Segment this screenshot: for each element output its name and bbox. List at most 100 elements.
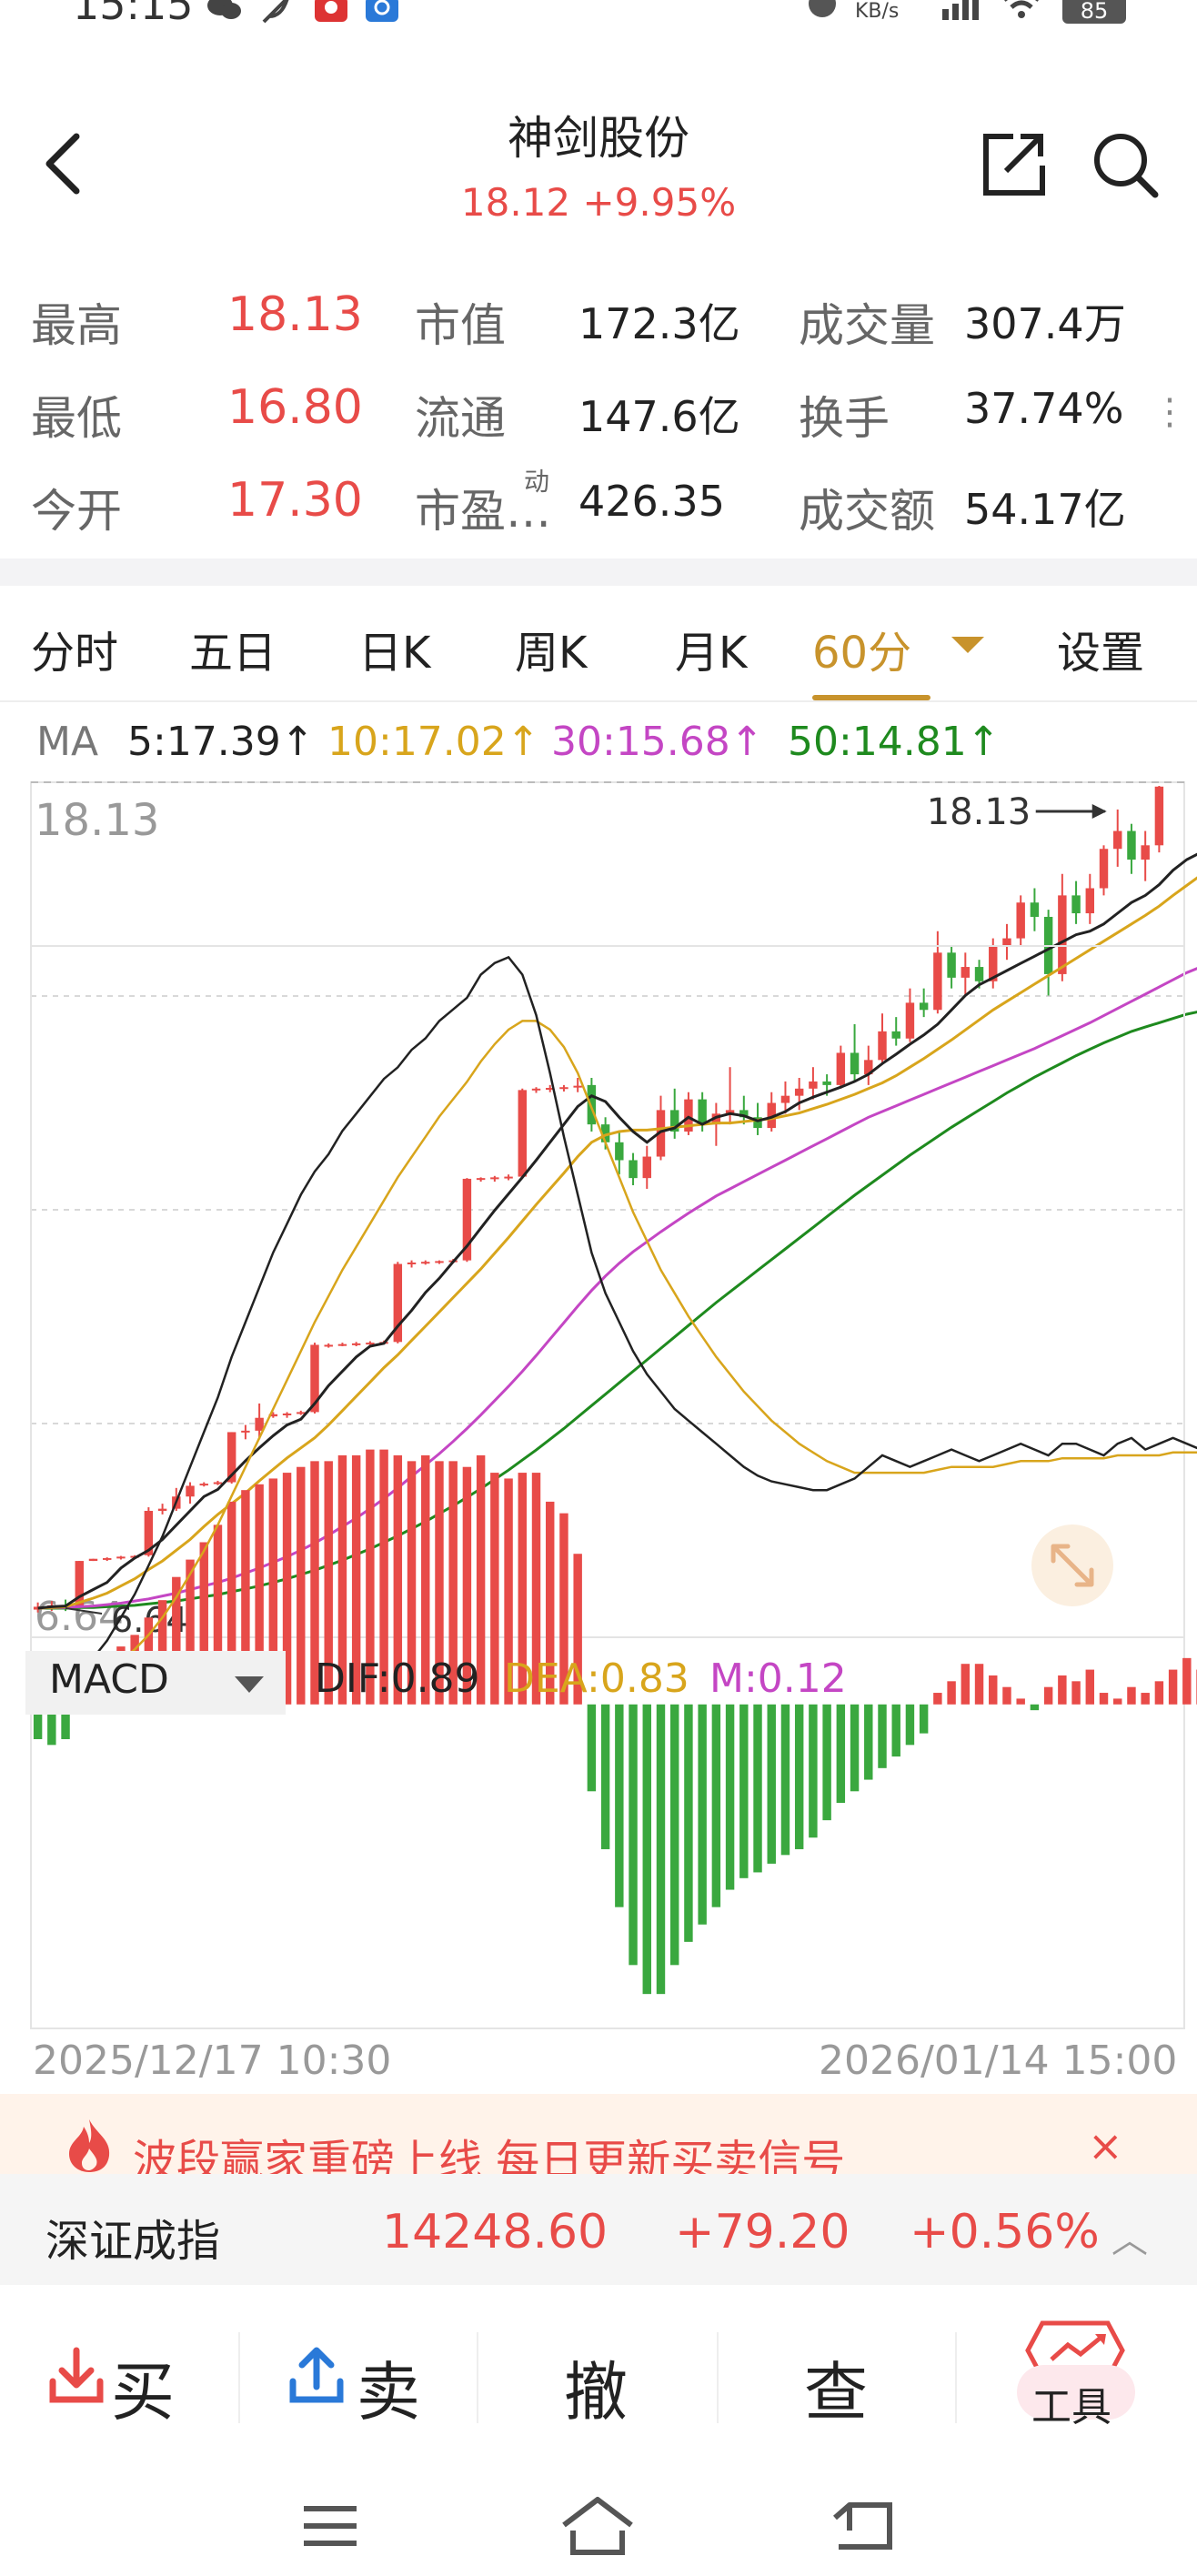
candle-body	[809, 1081, 818, 1089]
candle-body	[1030, 902, 1040, 917]
candle-body	[88, 1558, 98, 1562]
back-button[interactable]	[36, 127, 91, 200]
quote-label: 流通	[415, 392, 506, 445]
macd-histogram-bar	[47, 1704, 56, 1746]
candle-body	[1154, 786, 1164, 846]
tab-1[interactable]: 五日	[189, 628, 277, 679]
macd-histogram-bar	[324, 1461, 333, 1705]
macd-histogram-bar	[587, 1704, 597, 1792]
share-button[interactable]	[977, 127, 1050, 200]
macd-histogram-bar	[669, 1704, 679, 1966]
macd-histogram-bar	[490, 1473, 499, 1705]
index-change-pct: +0.56%	[910, 2205, 1100, 2259]
candle-body	[711, 1113, 721, 1125]
buy-button[interactable]: 买	[111, 2355, 175, 2430]
banner-close-button[interactable]: ×	[1088, 2121, 1123, 2170]
indicator-name: MACD	[49, 1656, 169, 1703]
toolbar-divider	[238, 2332, 240, 2423]
candle-body	[407, 1262, 417, 1264]
buy-download-icon	[49, 2347, 104, 2403]
menu-icon[interactable]	[300, 2503, 360, 2549]
candle-body	[905, 1002, 915, 1039]
candle-body	[864, 1060, 873, 1075]
tab-5[interactable]: 60分	[812, 628, 912, 679]
macd-histogram-bar	[725, 1704, 735, 1890]
candle-body	[919, 1002, 929, 1011]
candle-body	[435, 1261, 444, 1263]
x-start-date: 2025/12/17 10:30	[33, 2038, 392, 2084]
candle-body	[629, 1160, 638, 1179]
candle-body	[753, 1117, 762, 1129]
app-badge-icon	[315, 0, 347, 29]
tab-4[interactable]: 月K	[675, 628, 748, 679]
candle-body	[297, 1412, 306, 1414]
macd-histogram-bar	[1127, 1686, 1136, 1705]
macd-histogram-bar	[1043, 1686, 1053, 1705]
banner-text: 波段赢家重磅上线 每日更新买卖信号	[133, 2136, 846, 2176]
index-ticker[interactable]: 深证成指 14248.60 +79.20 +0.56% ︿	[0, 2174, 1197, 2285]
fullscreen-button[interactable]	[1031, 1524, 1113, 1606]
chevron-left-icon	[45, 133, 80, 195]
macd-histogram-bar	[1113, 1698, 1122, 1705]
share-icon	[983, 134, 1045, 196]
candle-body	[1141, 845, 1150, 860]
max-price-marker: 18.13	[927, 791, 1031, 833]
candle-body	[421, 1262, 430, 1264]
expand-icon	[1051, 1544, 1094, 1587]
candle-body	[794, 1088, 804, 1096]
candle-body	[337, 1343, 347, 1346]
tab-6[interactable]: 设置	[1057, 628, 1145, 679]
candle-body	[268, 1414, 278, 1417]
candle-body	[725, 1110, 735, 1114]
candle-body	[157, 1508, 167, 1511]
candle-body	[1058, 895, 1067, 974]
macd-histogram-bar	[600, 1704, 610, 1849]
candle-body	[698, 1099, 707, 1125]
tools-button[interactable]: 工具	[1031, 2384, 1112, 2430]
candle-body	[462, 1178, 472, 1261]
cancel-order-button[interactable]: 撤	[564, 2355, 628, 2430]
x-end-date: 2026/01/14 15:00	[819, 2038, 1178, 2084]
indicator-selector[interactable]: MACD	[25, 1651, 286, 1715]
macd-histogram-bar	[864, 1704, 873, 1780]
candle-body	[351, 1343, 361, 1345]
macd-histogram-bar	[186, 1559, 195, 1705]
alarm-icon	[806, 0, 839, 29]
candle-body	[144, 1510, 154, 1555]
back-nav-icon[interactable]	[831, 2498, 895, 2552]
home-icon[interactable]	[558, 2494, 637, 2558]
quote-label: 市值	[415, 299, 506, 352]
quote-value: 16.80	[227, 380, 363, 435]
candle-body	[199, 1484, 208, 1486]
macd-histogram-bar	[656, 1704, 666, 1995]
tab-3[interactable]: 周K	[515, 628, 588, 679]
macd-histogram-bar	[337, 1454, 347, 1705]
more-dots-icon[interactable]: ⋮	[1152, 391, 1188, 433]
battery-indicator: 85	[1062, 0, 1126, 24]
y-max-label: 18.13	[35, 795, 159, 846]
search-button[interactable]	[1088, 127, 1161, 200]
macd-histogram-bar	[310, 1461, 319, 1705]
candle-body	[1113, 830, 1122, 850]
candle-body	[767, 1102, 776, 1129]
macd-histogram-bar	[504, 1478, 513, 1705]
candle-body	[684, 1099, 693, 1132]
tab-2[interactable]: 日K	[358, 628, 431, 679]
macd-histogram-bar	[989, 1675, 998, 1705]
macd-histogram-bar	[282, 1473, 292, 1705]
candle-body	[366, 1343, 375, 1345]
dropdown-caret-icon[interactable]	[951, 637, 984, 659]
candle-body	[989, 945, 998, 981]
promo-banner[interactable]: 波段赢家重磅上线 每日更新买卖信号 ×	[0, 2094, 1197, 2176]
chevron-up-icon[interactable]: ︿	[1112, 2219, 1148, 2261]
macd-histogram-bar	[1071, 1681, 1081, 1705]
macd-histogram-bar	[1058, 1675, 1067, 1705]
candle-body	[310, 1344, 319, 1413]
tab-0[interactable]: 分时	[31, 628, 119, 679]
signal-icon	[940, 0, 982, 31]
macd-histogram-bar	[919, 1704, 929, 1734]
query-button[interactable]: 查	[804, 2355, 868, 2430]
dif-line	[37, 955, 1197, 1700]
sell-button[interactable]: 卖	[357, 2355, 420, 2430]
